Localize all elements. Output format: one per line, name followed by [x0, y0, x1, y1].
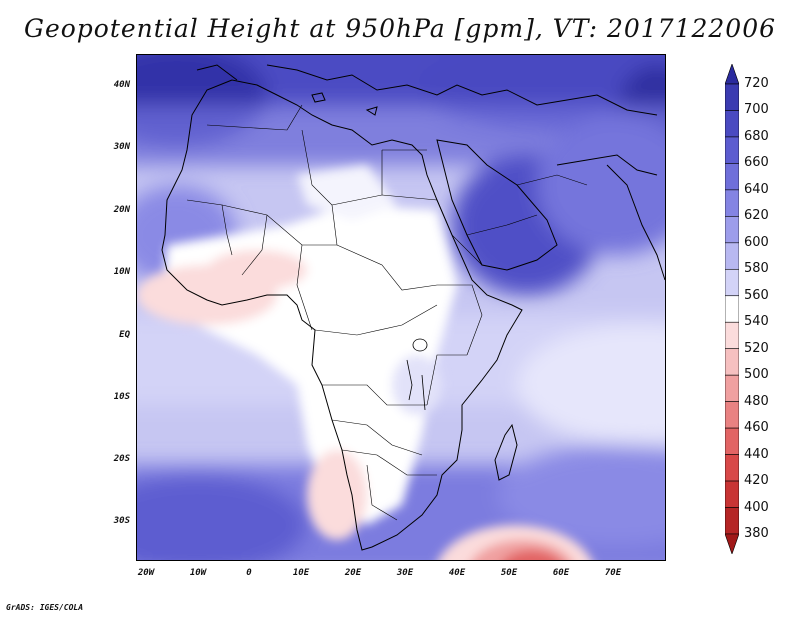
map-canvas	[137, 55, 665, 560]
colorbar-box	[725, 507, 739, 535]
colorbar-box	[725, 321, 739, 350]
credit-text: GrADS: IGES/COLA	[6, 603, 84, 612]
height-field	[137, 55, 665, 560]
map-panel	[136, 54, 666, 561]
colorbar-min-triangle	[725, 533, 739, 554]
colorbar-label: 640	[744, 181, 769, 197]
colorbar-box	[725, 242, 739, 270]
lon-label-10w: 10W	[189, 568, 207, 578]
colorbar-label: 580	[744, 261, 769, 277]
colorbar-label: 460	[744, 420, 769, 436]
colorbar-label: 660	[744, 155, 769, 171]
lon-label-20w: 20W	[137, 568, 155, 578]
colorbar-box	[725, 374, 739, 402]
lon-label-30e: 30E	[396, 568, 414, 578]
colorbar-box	[725, 83, 739, 111]
lat-label-40n: 40N	[113, 80, 130, 90]
southern-low-field	[438, 525, 592, 560]
chart-title: Geopotential Height at 950hPa [gpm], VT:…	[23, 14, 777, 43]
colorbar-label: 500	[744, 367, 769, 383]
country-borders	[186, 104, 588, 521]
colorbar-label: 620	[744, 208, 769, 224]
lat-label-10s: 10S	[113, 392, 130, 402]
coastlines	[161, 64, 665, 551]
lakes	[406, 338, 428, 411]
colorbar-box	[725, 401, 739, 429]
lat-label-20s: 20S	[113, 454, 130, 464]
lat-label-30s: 30S	[113, 516, 130, 526]
lat-label-10n: 10N	[113, 267, 130, 277]
lon-label-50e: 50E	[500, 568, 518, 578]
colorbar-label: 380	[744, 526, 769, 541]
lat-label-30n: 30N	[113, 142, 130, 152]
colorbar-box	[725, 348, 739, 376]
colorbar-box	[725, 110, 739, 138]
lon-label-40e: 40E	[448, 568, 466, 578]
colorbar-box	[725, 136, 739, 164]
colorbar	[725, 64, 739, 554]
colorbar-label: 720	[744, 76, 769, 91]
colorbar-label: 520	[744, 340, 769, 356]
lat-label-20n: 20N	[113, 205, 130, 215]
colorbar-label: 680	[744, 128, 769, 144]
colorbar-box	[725, 189, 739, 217]
colorbar-box	[725, 216, 739, 244]
lon-label-0: 0	[246, 568, 252, 578]
colorbar-label: 400	[744, 499, 769, 515]
colorbar-label: 700	[744, 102, 769, 118]
lon-label-60e: 60E	[552, 568, 570, 578]
colorbar-box	[725, 454, 739, 482]
lon-label-20e: 20E	[344, 568, 362, 578]
colorbar-box	[725, 480, 739, 508]
colorbar-label: 540	[744, 314, 769, 330]
africa-low-field	[137, 165, 457, 540]
colorbar-box	[725, 163, 739, 191]
colorbar-label: 440	[744, 446, 769, 462]
colorbar-label: 560	[744, 287, 769, 303]
colorbar-max-triangle	[725, 64, 739, 85]
lon-label-10e: 10E	[292, 568, 310, 578]
colorbar-label: 420	[744, 473, 769, 489]
colorbar-box	[725, 268, 739, 297]
lon-label-70e: 70E	[604, 568, 622, 578]
colorbar-box	[725, 295, 739, 323]
colorbar-box	[725, 427, 739, 455]
colorbar-label: 600	[744, 234, 769, 250]
lat-label-eq: EQ	[119, 330, 130, 340]
colorbar-label: 480	[744, 393, 769, 409]
